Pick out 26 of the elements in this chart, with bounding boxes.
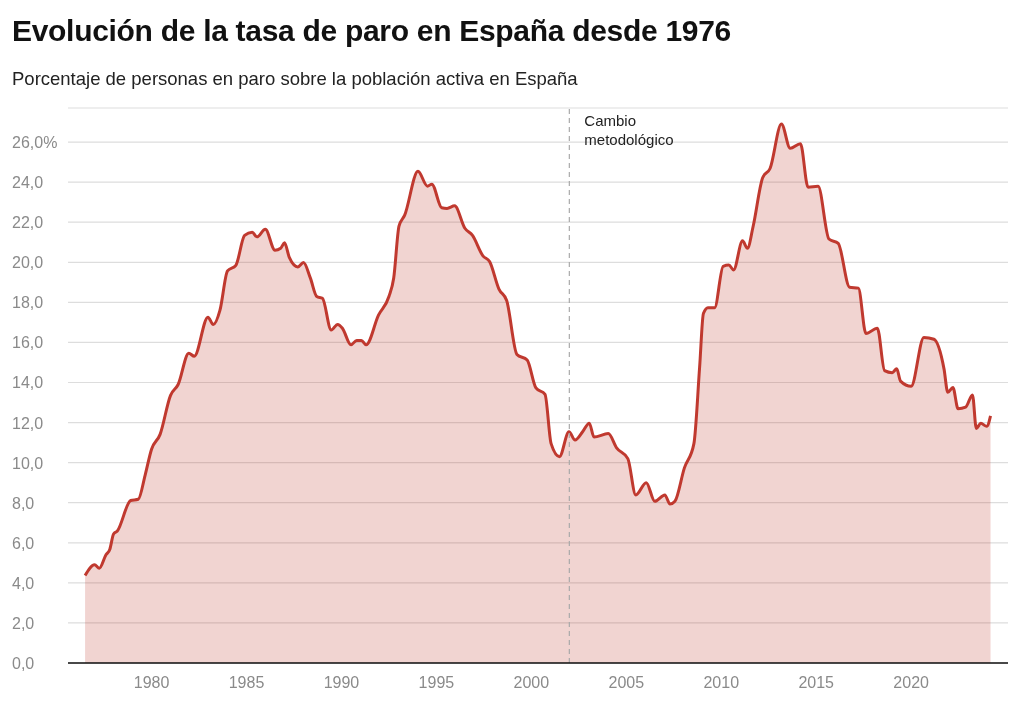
x-tick-label: 2015 bbox=[798, 674, 835, 692]
y-tick-label: 18,0 bbox=[12, 294, 44, 312]
y-tick-label: 14,0 bbox=[12, 374, 44, 392]
y-tick-label: 4,0 bbox=[12, 574, 35, 592]
x-tick-label: 2010 bbox=[703, 674, 740, 692]
x-tick-label: 1985 bbox=[228, 674, 265, 692]
y-tick-label: 6,0 bbox=[12, 534, 35, 552]
x-tick-label: 2020 bbox=[893, 674, 930, 692]
x-tick-label: 2000 bbox=[513, 674, 550, 692]
y-tick-label: 20,0 bbox=[12, 254, 44, 272]
x-tick-label: 1980 bbox=[133, 674, 170, 692]
x-tick-label: 2005 bbox=[608, 674, 645, 692]
chart-title: Evolución de la tasa de paro en España desde 1976 bbox=[12, 14, 731, 48]
ref-line-label: Cambio metodológico bbox=[584, 112, 674, 148]
y-tick-label: 16,0 bbox=[12, 334, 44, 352]
y-tick-label: 2,0 bbox=[12, 614, 35, 632]
y-tick-label: 26,0% bbox=[12, 134, 58, 152]
y-tick-label: 12,0 bbox=[12, 414, 44, 432]
x-tick-label: 1990 bbox=[323, 674, 360, 692]
y-tick-label: 24,0 bbox=[12, 174, 44, 192]
y-tick-label: 22,0 bbox=[12, 214, 44, 232]
y-tick-label: 8,0 bbox=[12, 494, 35, 512]
x-tick-label: 1995 bbox=[418, 674, 455, 692]
y-tick-label: 10,0 bbox=[12, 454, 44, 472]
y-tick-label: 0,0 bbox=[12, 655, 35, 672]
chart-subtitle: Porcentaje de personas en paro sobre la población activa en España bbox=[12, 68, 578, 90]
